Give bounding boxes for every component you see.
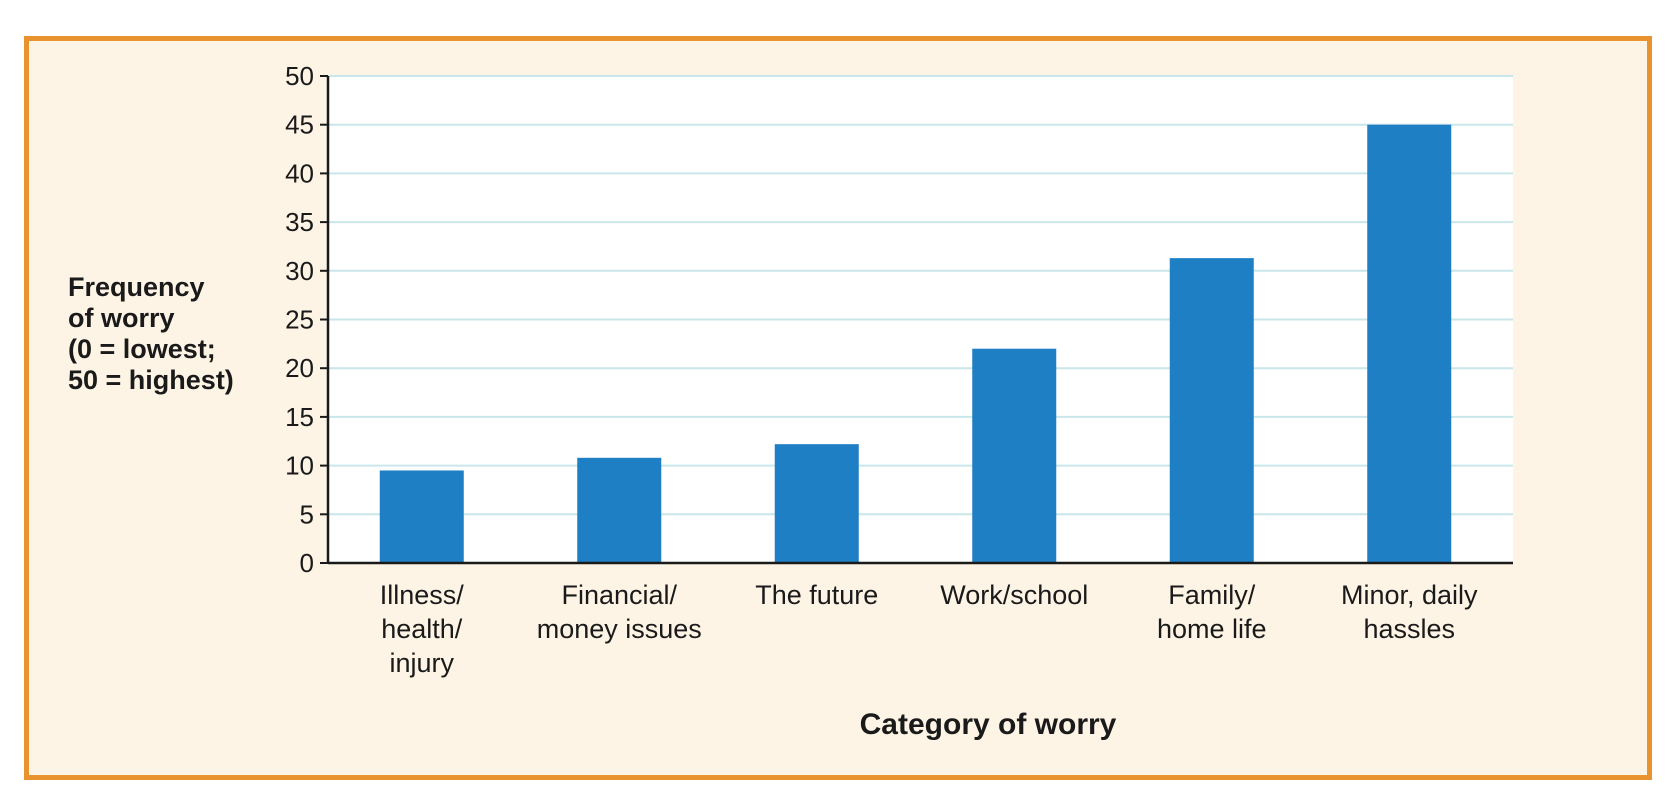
x-category-label-1-line-1: Illness/	[379, 580, 464, 610]
bar-1	[379, 470, 464, 563]
y-tick-label-15: 15	[285, 402, 314, 432]
x-category-label-2: Financial/money issues	[489, 578, 749, 646]
y-axis-label-line-2: of worry	[68, 303, 175, 333]
y-tick-label-5: 5	[300, 499, 314, 529]
x-category-label-6-line-1: Minor, daily	[1340, 580, 1478, 610]
x-category-label-5: Family/home life	[1082, 578, 1342, 646]
y-axis-label-line-4: 50 = highest)	[68, 365, 234, 395]
y-tick-label-35: 35	[285, 207, 314, 237]
x-category-label-1-line-3: injury	[389, 648, 455, 678]
x-category-label-3-line-1: The future	[755, 580, 879, 610]
x-category-label-4: Work/school	[884, 578, 1144, 612]
y-tick-label-10: 10	[285, 451, 314, 481]
x-category-label-2-line-1: Financial/	[561, 580, 678, 610]
x-category-label-5-line-2: home life	[1156, 614, 1267, 644]
x-category-label-3: The future	[687, 578, 947, 612]
y-tick-label-40: 40	[285, 158, 314, 188]
y-tick-label-45: 45	[285, 110, 314, 140]
bar-4	[972, 348, 1057, 563]
y-tick-label-30: 30	[285, 256, 314, 286]
y-tick-label-50: 50	[285, 61, 314, 91]
y-tick-label-0: 0	[300, 548, 314, 578]
x-axis-title: Category of worry	[859, 708, 1117, 741]
x-category-label-6-line-2: hassles	[1363, 614, 1456, 644]
y-tick-label-25: 25	[285, 305, 314, 335]
x-category-label-1-line-2: health/	[381, 614, 463, 644]
x-category-label-2-line-2: money issues	[536, 614, 702, 644]
x-category-label-5-line-1: Family/	[1168, 580, 1256, 610]
y-axis-label-line-3: (0 = lowest;	[68, 334, 216, 364]
y-tick-label-20: 20	[285, 353, 314, 383]
x-category-label-4-line-1: Work/school	[940, 580, 1089, 610]
bar-2	[577, 457, 662, 563]
bar-6	[1367, 124, 1452, 563]
x-category-label-6: Minor, daily hassles	[1279, 578, 1539, 646]
x-category-label-1: Illness/health/injury	[292, 578, 552, 680]
bar-5	[1169, 258, 1254, 563]
bar-3	[774, 444, 859, 563]
y-axis-label-line-1: Frequency	[68, 272, 205, 302]
